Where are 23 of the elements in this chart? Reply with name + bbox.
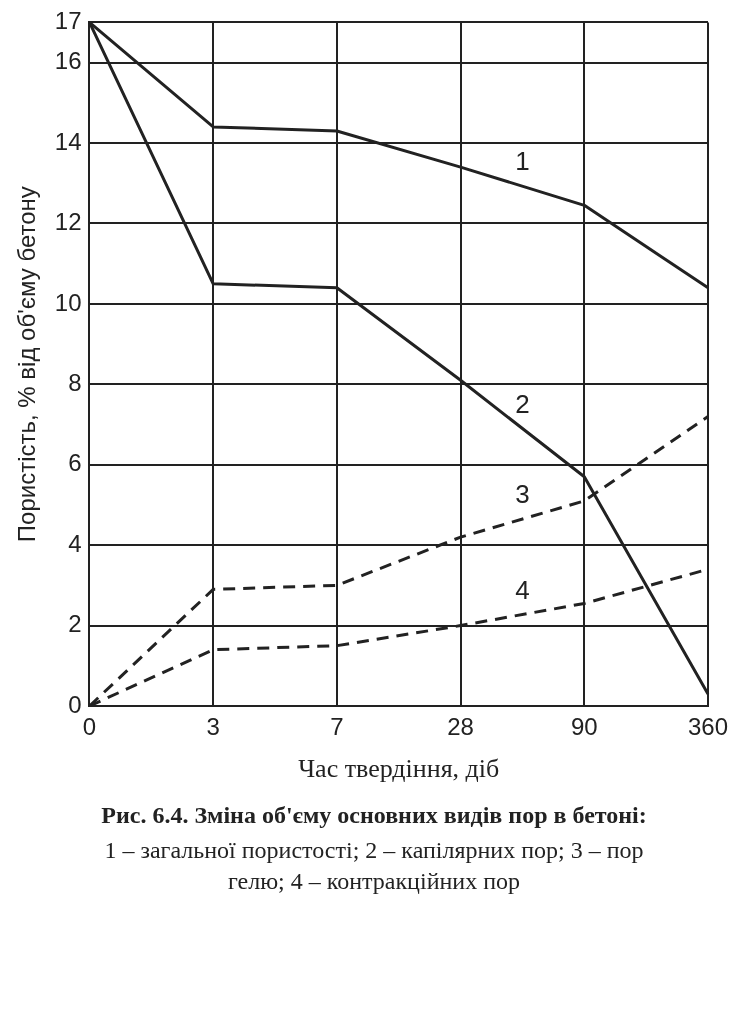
x-tick-label: 90 <box>570 713 598 741</box>
series-label: 1 <box>515 146 530 177</box>
series-label: 4 <box>515 574 530 605</box>
y-tick-label: 4 <box>68 529 82 557</box>
x-tick-label: 3 <box>206 713 220 741</box>
y-axis-title: Пористість, % від об'єму бетону <box>13 186 41 543</box>
y-tick-label: 17 <box>54 7 82 35</box>
y-tick-label: 14 <box>54 127 82 155</box>
y-tick-label: 6 <box>68 449 82 477</box>
x-tick-label: 7 <box>330 713 344 741</box>
series-label: 3 <box>515 479 530 510</box>
y-tick-label: 12 <box>54 208 82 236</box>
y-tick-label: 16 <box>54 47 82 75</box>
series-label: 2 <box>515 388 530 419</box>
y-tick-label: 2 <box>68 610 82 638</box>
y-tick-label: 10 <box>54 288 82 316</box>
text: 1 – загальної пористості; 2 – капілярних пор; 3 – пор гелю; 4 – контракційних пор <box>103 836 645 897</box>
y-tick-label: 0 <box>68 690 82 718</box>
y-tick-label: 8 <box>68 368 82 396</box>
x-tick-label: 360 <box>687 713 729 741</box>
x-tick-label: 28 <box>447 713 474 741</box>
text: Рис. 6.4. Зміна об'єму основних видів пор в бетоні: <box>100 801 648 830</box>
x-axis-title: Час твердіння, діб <box>298 754 500 784</box>
